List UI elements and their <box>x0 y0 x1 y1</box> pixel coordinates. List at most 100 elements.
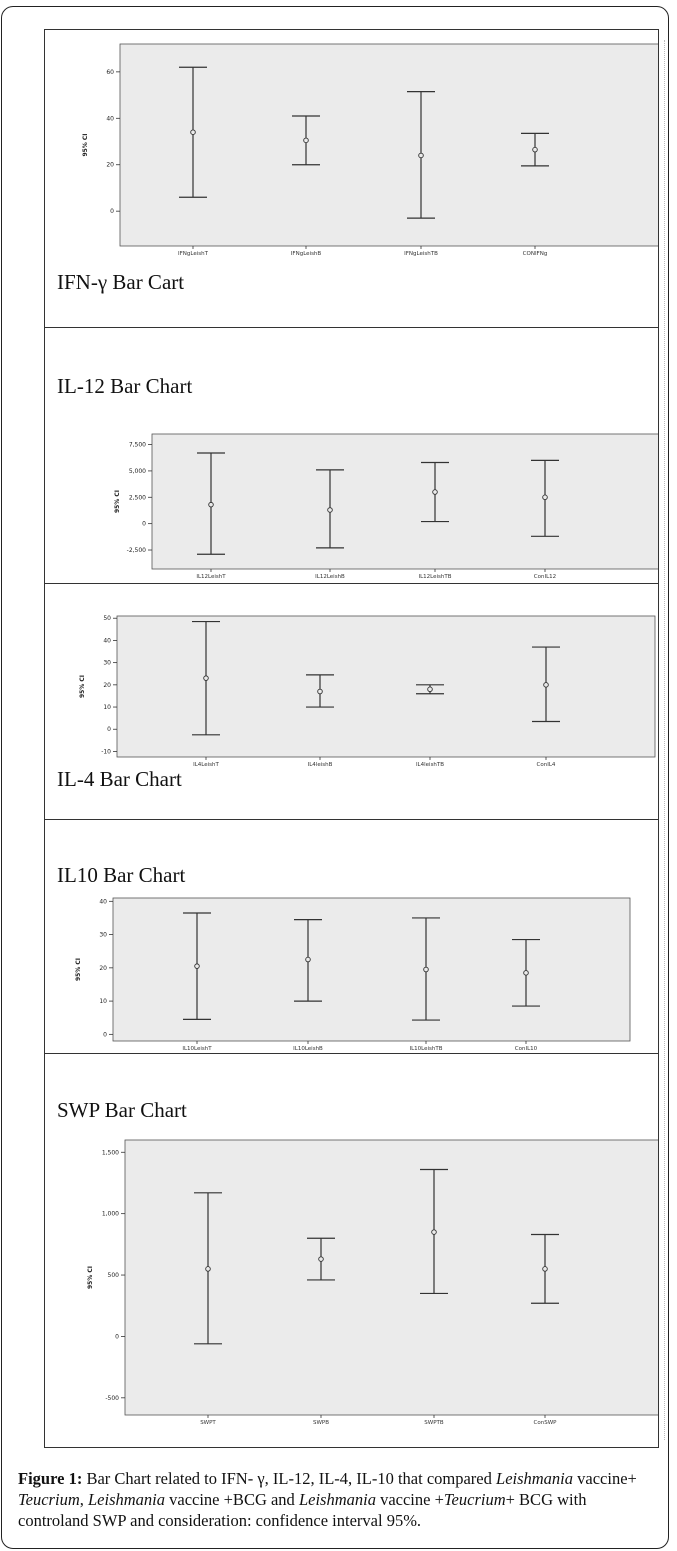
panel-il10: 0 10 20 30 40 95% CI IL10LeishT IL10LeishB IL10L… <box>45 820 658 1054</box>
y-tick-label: 1,500 <box>102 1149 119 1156</box>
x-tick-label: IL4leishB <box>308 762 333 768</box>
mean-point <box>523 970 529 976</box>
x-tick-label: SWPB <box>313 1420 329 1426</box>
x-tick-label: IL12LeishB <box>315 574 345 580</box>
x-tick-label: IL12LeishTB <box>418 574 451 580</box>
mean-point <box>190 129 196 135</box>
caption-text: , <box>79 1490 88 1509</box>
x-tick-label: IFNgLeishTB <box>404 251 438 257</box>
y-tick-label: 1,000 <box>102 1211 119 1218</box>
y-tick-label: 0 <box>103 1031 107 1038</box>
panel-swp: -500 0 500 1,000 1,500 95% CI SWPT SWPB SWPTB Con… <box>45 1054 658 1447</box>
y-tick-label: 20 <box>103 682 111 689</box>
chart-ifng: 0 20 40 60 95% CI IFNgLeishT IFNgLeishB IFNgLei… <box>82 43 658 257</box>
y-tick-label: 20 <box>106 162 114 169</box>
x-tick-label: IL12LeishT <box>196 574 226 580</box>
mean-point <box>418 152 424 159</box>
y-tick-label: 0 <box>107 726 111 733</box>
chart-il10: 0 10 20 30 40 95% CI IL10LeishT IL10LeishB IL10L… <box>75 897 631 1052</box>
mean-point <box>432 489 438 495</box>
y-tick-label: 10 <box>99 998 107 1005</box>
mean-point <box>542 1266 548 1272</box>
caption-italic: Leishmania <box>298 1490 376 1509</box>
caption-text: vaccine+ <box>573 1469 637 1488</box>
y-tick-label: 2,500 <box>129 494 146 501</box>
mean-point <box>543 682 549 688</box>
y-tick-label: 0 <box>142 521 146 528</box>
mean-point <box>431 1229 437 1235</box>
figure-caption: Figure 1: Bar Chart related to IFN- γ, I… <box>18 1468 658 1531</box>
caption-text: vaccine + <box>375 1490 444 1509</box>
x-tick-label: IL4LeishT <box>193 762 219 768</box>
y-tick-label: 50 <box>103 615 111 622</box>
y-tick-label: 30 <box>103 660 111 667</box>
mean-point <box>305 956 311 963</box>
y-tick-label: 40 <box>106 115 114 122</box>
mean-point <box>205 1266 211 1272</box>
x-tick-label: IL10LeishTB <box>409 1046 442 1052</box>
figure-table: 0 20 40 60 95% CI IFNgLeishT IFNgLeishB IFNgLei… <box>44 29 659 1448</box>
mean-point <box>318 1256 324 1262</box>
caption-text: Bar Chart related to IFN- γ, IL-12, IL-4… <box>82 1469 497 1488</box>
mean-point <box>317 688 323 695</box>
mean-point <box>303 137 309 144</box>
mean-point <box>327 507 333 513</box>
chart-il12: -2,500 0 2,500 5,000 7,500 95% CI IL12LeishT IL… <box>114 433 658 580</box>
y-tick-label: 7,500 <box>129 442 146 449</box>
y-tick-label: 60 <box>106 69 114 76</box>
y-axis-label: 95% CI <box>114 490 121 513</box>
plot-area <box>116 615 656 758</box>
y-tick-label: -10 <box>101 748 111 755</box>
panel-label-il10: IL10 Bar Chart <box>57 863 186 887</box>
mean-point <box>194 963 200 969</box>
panel-label-il12: IL-12 Bar Chart <box>57 374 193 398</box>
x-tick-label: SWPT <box>200 1420 216 1426</box>
x-tick-label: ConIL10 <box>515 1046 538 1052</box>
y-axis-label: 95% CI <box>79 675 86 698</box>
x-tick-label: ConSWP <box>534 1420 558 1426</box>
y-tick-label: 20 <box>99 965 107 972</box>
y-tick-label: 0 <box>115 1333 119 1340</box>
panel-ifng: 0 20 40 60 95% CI IFNgLeishT IFNgLeishB IFNgLei… <box>45 30 658 328</box>
plot-area <box>119 43 658 247</box>
y-tick-label: 40 <box>99 898 107 905</box>
x-tick-label: IFNgLeishB <box>291 251 322 257</box>
chart-il4: -10 0 10 20 30 40 50 95% CI IL4LeishT IL4leishB IL… <box>79 615 656 768</box>
mean-point <box>532 146 538 153</box>
y-tick-label: 5,000 <box>129 468 146 475</box>
panel-il12: -2,500 0 2,500 5,000 7,500 95% CI IL12LeishT IL… <box>45 328 658 584</box>
y-axis-label: 95% CI <box>75 958 82 981</box>
caption-lead: Figure 1: <box>18 1469 83 1488</box>
caption-italic: Leishmania <box>87 1490 165 1509</box>
y-tick-label: -2,500 <box>127 547 147 554</box>
y-tick-label: 0 <box>110 208 114 215</box>
caption-text: vaccine +BCG and <box>165 1490 299 1509</box>
panel-label-swp: SWP Bar Chart <box>57 1098 187 1122</box>
y-tick-label: 30 <box>99 932 107 939</box>
y-axis-label: 95% CI <box>87 1266 94 1289</box>
plot-area <box>112 897 631 1042</box>
y-tick-label: 500 <box>108 1272 120 1279</box>
x-tick-label: IFNgLeishT <box>178 251 209 257</box>
x-tick-label: CONIFNg <box>523 251 548 257</box>
mean-point <box>542 494 548 501</box>
x-tick-label: IL4leishTB <box>416 762 444 768</box>
mean-point <box>208 501 214 508</box>
y-axis-label: 95% CI <box>82 133 89 156</box>
chart-swp: -500 0 500 1,000 1,500 95% CI SWPT SWPB SWPTB Con… <box>87 1139 658 1426</box>
panel-label-ifng: IFN-γ Bar Cart <box>57 270 185 294</box>
mean-point <box>203 675 209 681</box>
panel-il4: -10 0 10 20 30 40 50 95% CI IL4LeishT IL4leishB IL… <box>45 584 658 820</box>
x-tick-label: SWPTB <box>424 1420 444 1426</box>
caption-italic: Teucrium <box>443 1490 506 1509</box>
plot-area <box>124 1139 658 1416</box>
caption-text: + BCG with controland SWP and considerat… <box>18 1490 587 1530</box>
column-rule <box>664 40 665 1440</box>
caption-italic: Teucrium <box>18 1490 80 1509</box>
mean-point <box>427 686 433 693</box>
y-tick-label: 10 <box>103 704 111 711</box>
y-tick-label: -500 <box>105 1395 119 1402</box>
x-tick-label: IL10LeishB <box>293 1046 323 1052</box>
x-tick-label: IL10LeishT <box>182 1046 212 1052</box>
page-frame <box>1 6 669 1549</box>
